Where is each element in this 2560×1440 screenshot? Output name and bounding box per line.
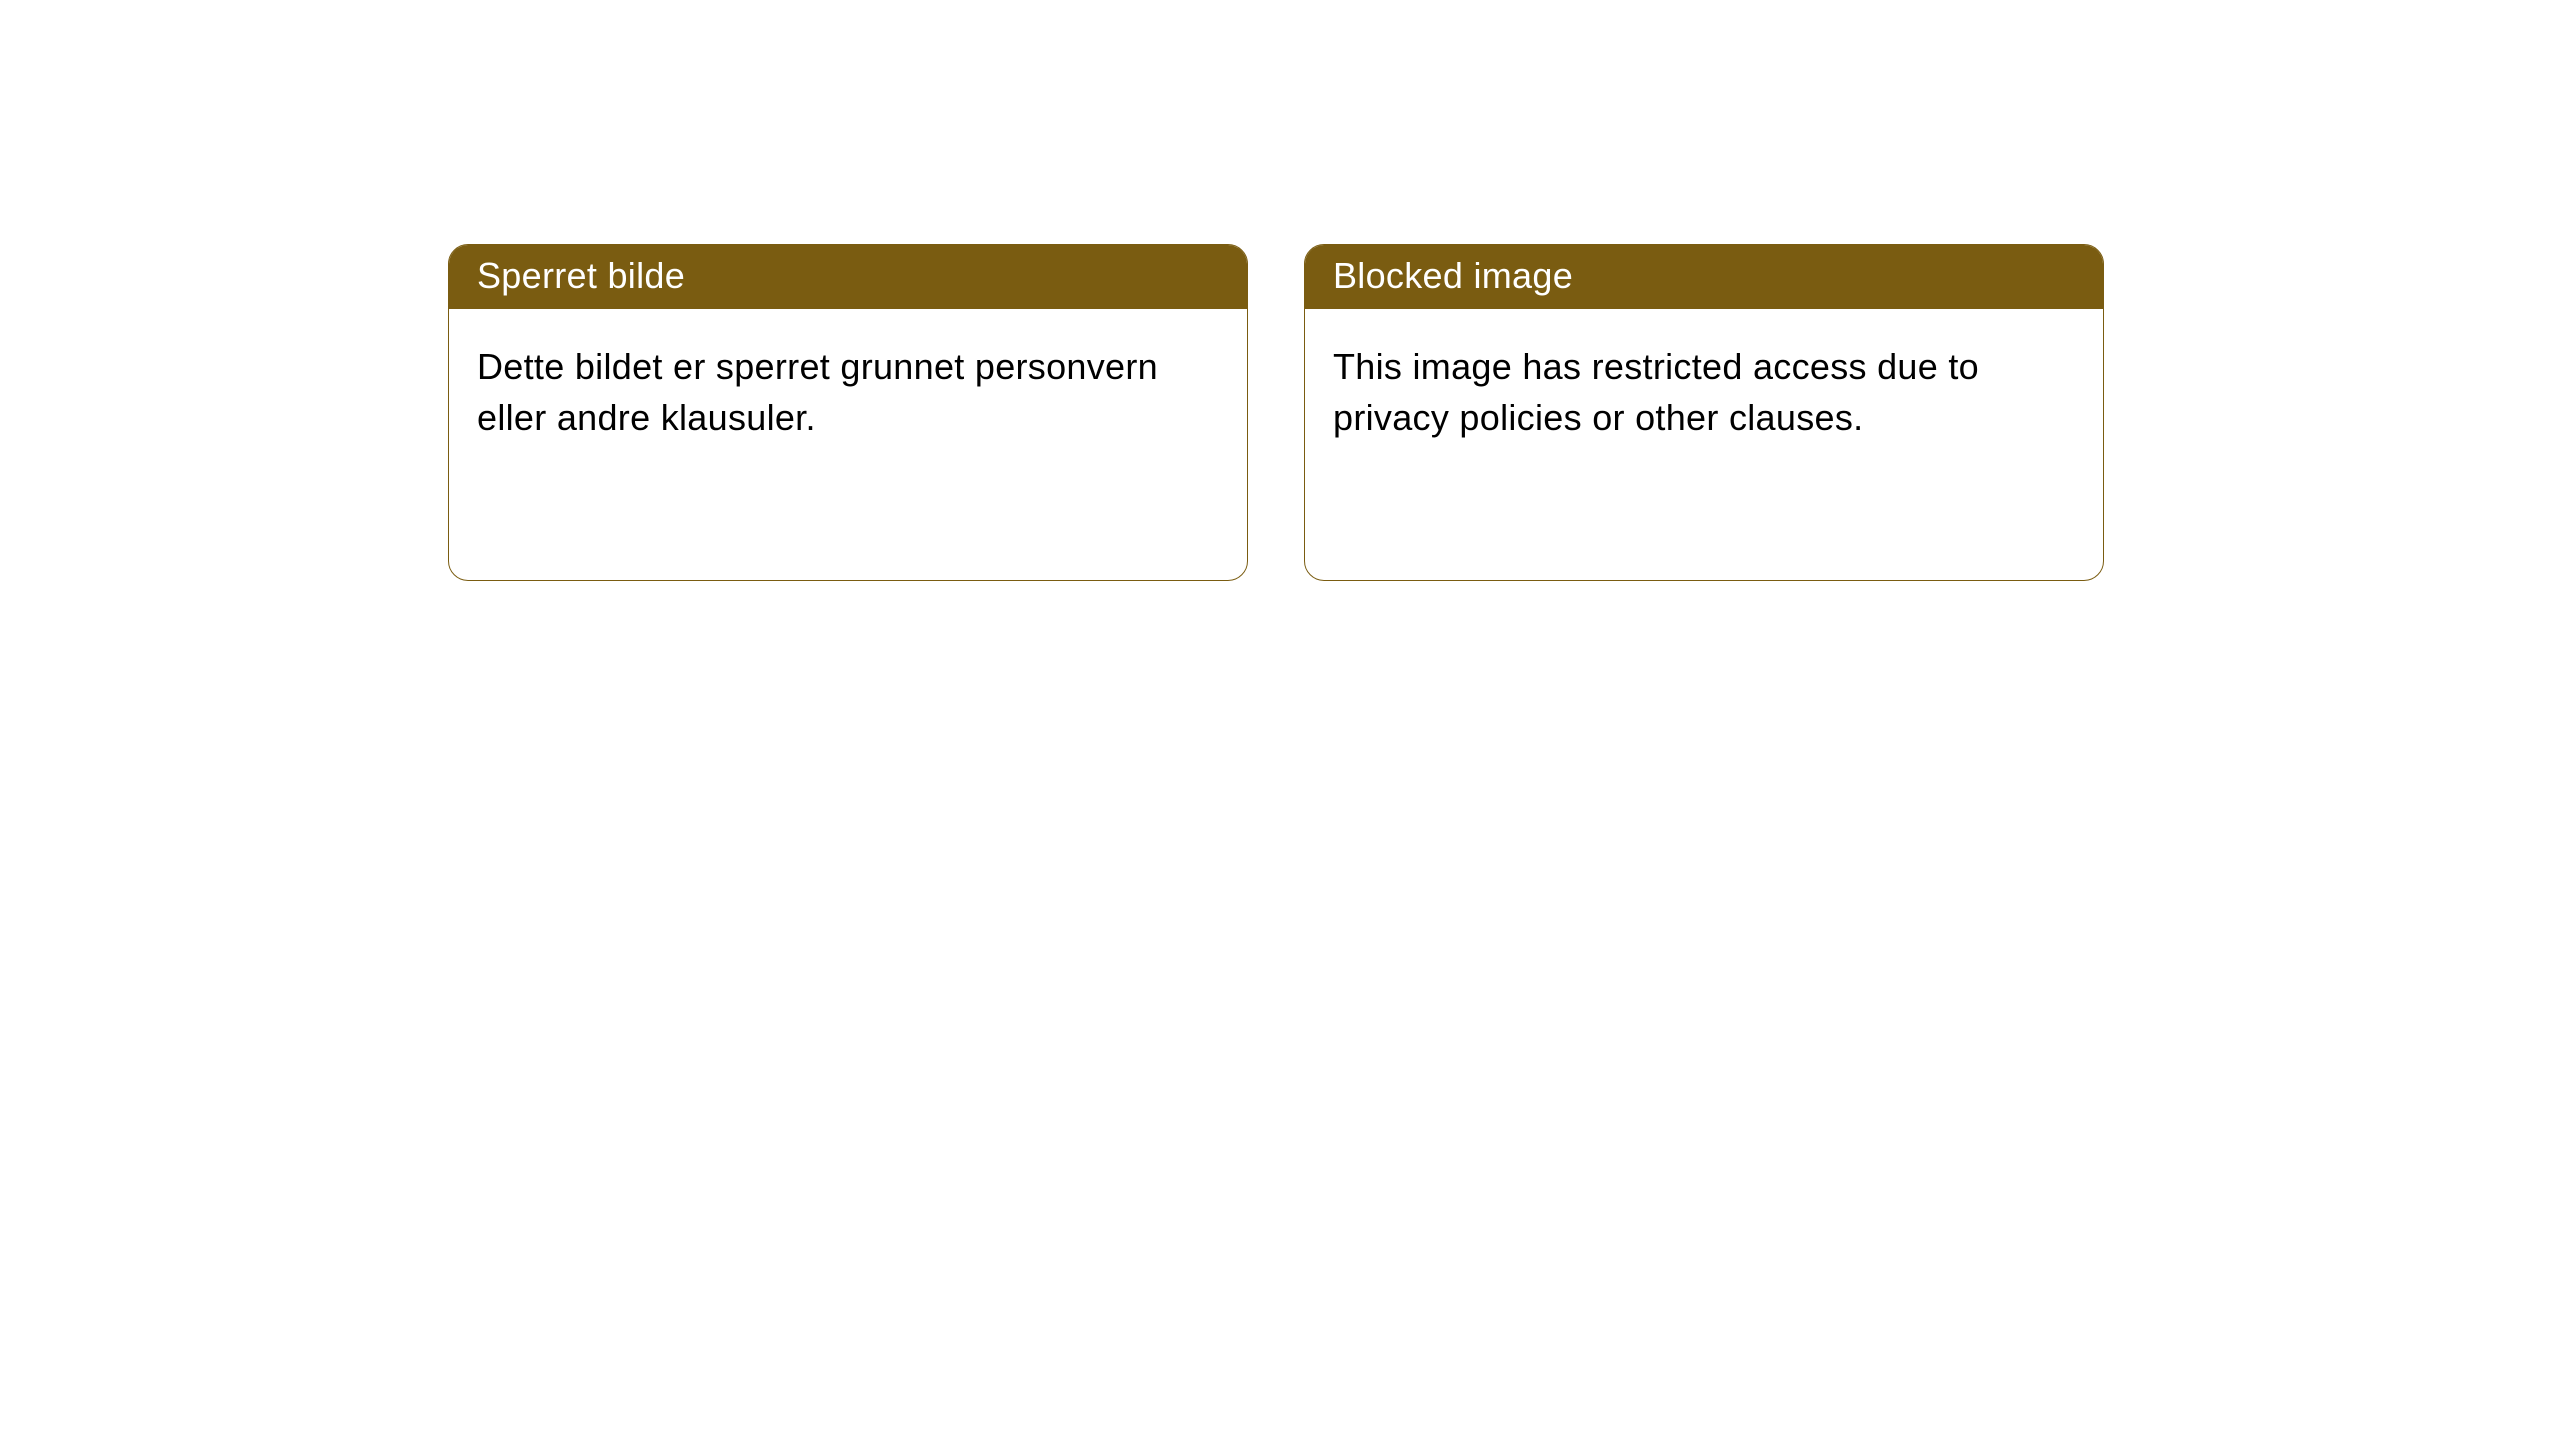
notice-card-english: Blocked image This image has restricted … <box>1304 244 2104 581</box>
notice-body-text: Dette bildet er sperret grunnet personve… <box>477 341 1219 443</box>
notice-body-english: This image has restricted access due to … <box>1305 309 2103 463</box>
notice-title-text: Blocked image <box>1333 255 1573 296</box>
notice-body-norwegian: Dette bildet er sperret grunnet personve… <box>449 309 1247 463</box>
notice-body-text: This image has restricted access due to … <box>1333 341 2075 443</box>
notice-container: Sperret bilde Dette bildet er sperret gr… <box>0 0 2560 581</box>
notice-card-norwegian: Sperret bilde Dette bildet er sperret gr… <box>448 244 1248 581</box>
notice-title-english: Blocked image <box>1305 245 2103 309</box>
notice-title-norwegian: Sperret bilde <box>449 245 1247 309</box>
notice-title-text: Sperret bilde <box>477 255 685 296</box>
